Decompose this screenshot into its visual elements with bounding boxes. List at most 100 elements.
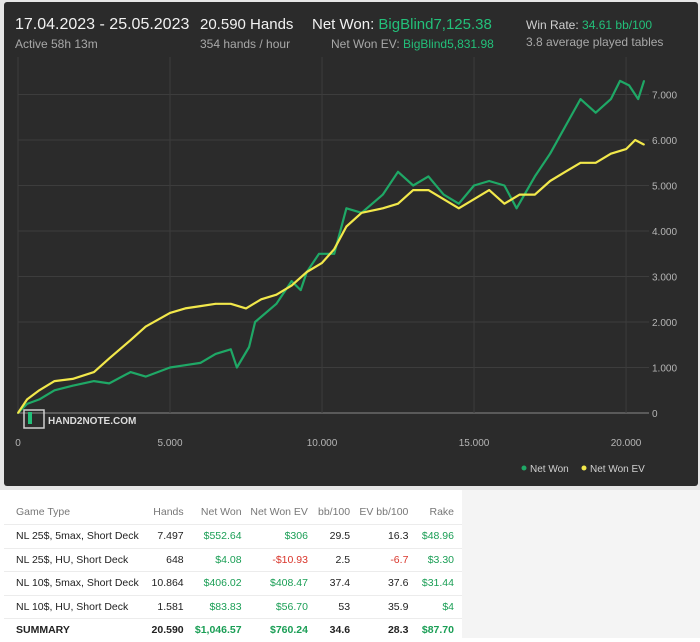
cell-hands: 1.581 <box>143 595 184 619</box>
summary-ev-bb100: 28.3 <box>387 624 409 637</box>
data-point <box>549 180 551 182</box>
data-point <box>442 198 445 201</box>
data-point <box>318 252 320 255</box>
data-point <box>533 193 536 196</box>
data-point <box>564 125 567 128</box>
data-point <box>381 207 384 210</box>
cell-hands: 10.864 <box>143 571 184 596</box>
data-point <box>144 325 147 328</box>
data-point <box>473 184 475 187</box>
data-point <box>442 193 445 196</box>
data-point <box>17 412 19 414</box>
average-tables: 3.8 average played tables <box>526 35 664 49</box>
cell-ev-bb100: 16.3 <box>350 524 409 549</box>
cell-hands: 7.497 <box>143 524 184 549</box>
data-point <box>503 202 506 205</box>
x-tick-label: 10.000 <box>307 438 338 449</box>
table-row[interactable]: NL 10$, HU, Short Deck 1.581 $83.83 $56.… <box>4 595 462 619</box>
cell-rake: $3.30 <box>408 548 462 572</box>
data-point <box>275 302 278 305</box>
summary-row[interactable]: SUMMARY 20.590 $1,046.57 $760.24 34.6 28… <box>4 619 462 642</box>
data-point <box>169 312 171 314</box>
data-point <box>457 202 460 205</box>
series <box>17 79 646 414</box>
summary-net-won-ev: $760.24 <box>269 624 308 637</box>
cell-net-won-ev: $408.47 <box>241 571 308 596</box>
data-point <box>609 98 612 100</box>
net-won-ev-label: Net Won EV: <box>331 37 400 51</box>
cell-ev-bb100: -6.7 <box>350 548 409 572</box>
data-point <box>248 346 250 348</box>
date-range: 17.04.2023 - 25.05.2023 <box>15 16 190 33</box>
data-point <box>412 184 415 187</box>
table-row[interactable]: NL 25$, 5max, Short Deck 7.497 $552.64 $… <box>4 524 462 549</box>
y-tick-label: 5.000 <box>652 182 677 193</box>
cell-game-type: NL 10$, 5max, Short Deck <box>4 571 144 596</box>
cell-net-won: $4.08 <box>183 548 242 572</box>
header-game-type[interactable]: Game Type <box>4 500 144 525</box>
data-point <box>214 352 217 355</box>
cell-net-won-ev: -$10.93 <box>241 548 308 572</box>
data-point <box>71 384 74 387</box>
watermark-logo-box <box>23 409 45 429</box>
header-hands[interactable]: Hands <box>143 500 184 525</box>
data-point <box>26 398 29 401</box>
data-point <box>26 403 29 405</box>
data-point <box>637 98 640 100</box>
net-won-ev: Net Won EV: BigBlind5,831.98 <box>331 37 494 51</box>
x-tick-label: 20.000 <box>611 438 642 449</box>
y-tick-label: 0 <box>652 409 658 420</box>
header-rake[interactable]: Rake <box>408 500 462 525</box>
data-point <box>360 211 363 214</box>
watermark: HAND2NOTE.COM <box>23 409 136 429</box>
cell-rake: $4 <box>408 595 462 619</box>
cell-ev-bb100: 37.6 <box>350 571 409 596</box>
data-point <box>427 189 430 191</box>
header-bb100[interactable]: bb/100 <box>307 500 351 525</box>
data-point <box>53 389 56 392</box>
cell-game-type: NL 25$, 5max, Short Deck <box>4 524 144 549</box>
table-row[interactable]: NL 25$, HU, Short Deck 648 $4.08 -$10.93… <box>4 548 462 572</box>
win-rate-label: Win Rate: <box>526 18 579 32</box>
data-point <box>199 305 202 307</box>
win-rate-value: 34.61 bb/100 <box>582 18 653 32</box>
header-ev-bb100[interactable]: EV bb/100 <box>350 500 409 525</box>
data-point <box>473 198 475 201</box>
net-won-ev-value: BigBlind5,831.98 <box>403 37 494 51</box>
cell-bb100: 37.4 <box>307 571 351 596</box>
header-net-won[interactable]: Net Won <box>183 500 242 525</box>
summary-hands: 20.590 <box>151 624 184 637</box>
table-row[interactable]: NL 10$, 5max, Short Deck 10.864 $406.02 … <box>4 571 462 596</box>
data-point <box>643 79 645 82</box>
data-point <box>229 302 232 305</box>
data-point <box>184 364 187 367</box>
legend: Net Won Net Won EV <box>521 464 645 475</box>
legend-label[interactable]: Net Won <box>530 464 569 475</box>
cell-net-won-ev: $306 <box>241 524 308 549</box>
data-point <box>594 161 597 164</box>
y-tick-label: 1.000 <box>652 364 677 375</box>
data-point <box>38 389 41 392</box>
data-point <box>643 143 645 146</box>
legend-label[interactable]: Net Won EV <box>590 464 645 475</box>
data-point <box>518 193 521 196</box>
data-point <box>488 180 491 182</box>
data-point <box>579 161 582 164</box>
data-point <box>275 293 278 296</box>
watermark-logo-mark <box>28 412 32 424</box>
data-point <box>397 170 399 173</box>
cell-rake: $31.44 <box>408 571 462 596</box>
data-point <box>397 202 399 205</box>
data-point <box>129 339 132 342</box>
summary-bb100: 34.6 <box>329 624 351 637</box>
game-type-table: Game Type Hands Net Won Net Won EV bb/10… <box>4 500 462 642</box>
x-tick-label: 5.000 <box>157 438 182 449</box>
y-tick-label: 2.000 <box>652 318 677 329</box>
hands-per-hour: 354 hands / hour <box>200 37 291 51</box>
summary-net-won: $1,046.57 <box>194 624 242 637</box>
data-point <box>533 175 536 178</box>
y-tick-label: 4.000 <box>652 227 677 238</box>
data-point <box>144 375 147 378</box>
cell-ev-bb100: 35.9 <box>350 595 409 619</box>
header-net-won-ev[interactable]: Net Won EV <box>241 500 308 525</box>
